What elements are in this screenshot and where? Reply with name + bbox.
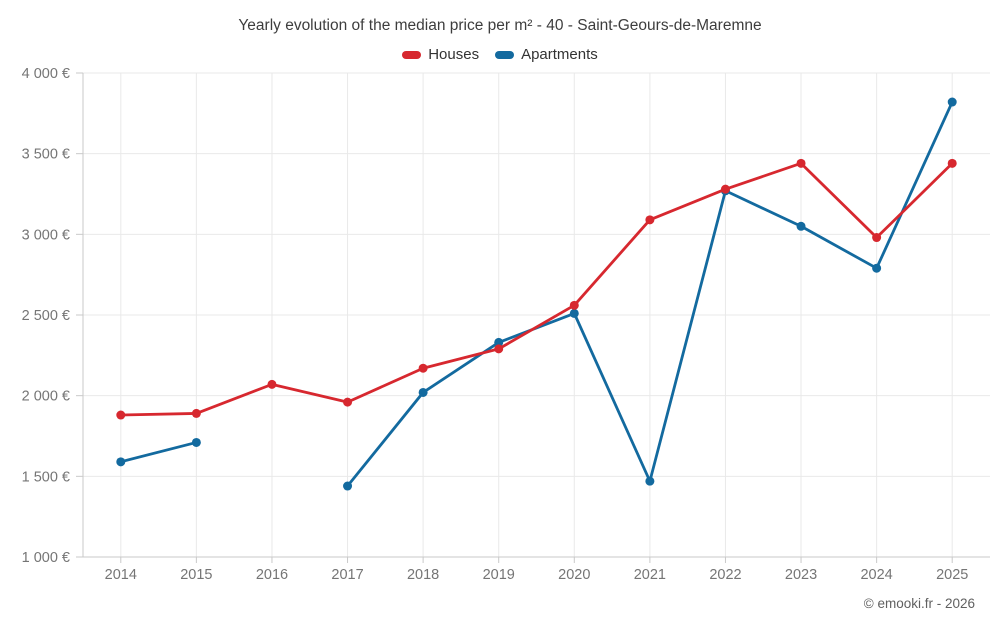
x-axis-label: 2024	[860, 567, 892, 583]
houses-point-2023[interactable]	[796, 158, 806, 168]
apartments-point-2024[interactable]	[872, 263, 882, 273]
x-axis-label: 2025	[936, 567, 968, 583]
legend-label-apartments: Apartments	[521, 46, 598, 63]
x-axis-label: 2023	[785, 567, 817, 583]
houses-point-2016[interactable]	[267, 379, 277, 389]
houses-point-2025[interactable]	[947, 158, 957, 168]
houses-point-2018[interactable]	[418, 363, 428, 373]
apartments-point-2023[interactable]	[796, 221, 806, 231]
houses-point-2021[interactable]	[645, 215, 655, 225]
houses-point-2017[interactable]	[343, 397, 353, 407]
y-axis-label: 1 000 €	[22, 550, 70, 566]
x-axis-label: 2020	[558, 567, 590, 583]
x-axis-label: 2018	[407, 567, 439, 583]
houses-line	[119, 161, 954, 417]
houses-point-2014[interactable]	[116, 410, 126, 420]
houses-point-2015[interactable]	[191, 408, 201, 418]
x-axis-label: 2021	[634, 567, 666, 583]
apartments-swatch-icon	[495, 50, 515, 59]
y-axis-label: 2 000 €	[22, 389, 70, 405]
houses-point-2024[interactable]	[872, 233, 882, 243]
legend-label-houses: Houses	[428, 46, 480, 63]
apartments-point-2019[interactable]	[494, 337, 504, 347]
apartments-point-2015[interactable]	[191, 437, 201, 447]
houses-swatch-icon	[402, 50, 422, 59]
houses-point-2019[interactable]	[494, 344, 504, 354]
legend-item-apartments[interactable]: Apartments	[495, 46, 598, 63]
legend-item-houses[interactable]: Houses	[402, 46, 479, 63]
apartments-point-2018[interactable]	[418, 387, 428, 397]
x-axis-label: 2022	[709, 567, 741, 583]
houses-point-2020[interactable]	[569, 300, 579, 310]
x-axis-label: 2016	[256, 567, 288, 583]
y-axis-label: 1 500 €	[22, 469, 70, 485]
x-axis-label: 2014	[105, 567, 137, 583]
site-credit: © emooki.fr - 2026	[863, 596, 975, 611]
apartments-point-2017[interactable]	[343, 481, 353, 491]
y-axis-label: 3 000 €	[22, 227, 70, 243]
apartments-point-2014[interactable]	[116, 457, 126, 467]
x-axis-label: 2017	[331, 567, 363, 583]
y-axis-label: 4 000 €	[22, 66, 70, 82]
chart-title: Yearly evolution of the median price per…	[238, 17, 762, 34]
y-axis-label: 3 500 €	[22, 147, 70, 163]
x-axis-label: 2019	[483, 567, 515, 583]
apartments-point-2025[interactable]	[947, 97, 957, 107]
apartments-point-2020[interactable]	[569, 308, 579, 318]
apartments-point-2021[interactable]	[645, 476, 655, 486]
houses-point-2022[interactable]	[720, 184, 730, 194]
legend: Houses Apartments	[0, 46, 1000, 63]
x-axis-label: 2015	[180, 567, 212, 583]
apartments-line	[119, 441, 198, 464]
y-axis-label: 2 500 €	[22, 308, 70, 324]
